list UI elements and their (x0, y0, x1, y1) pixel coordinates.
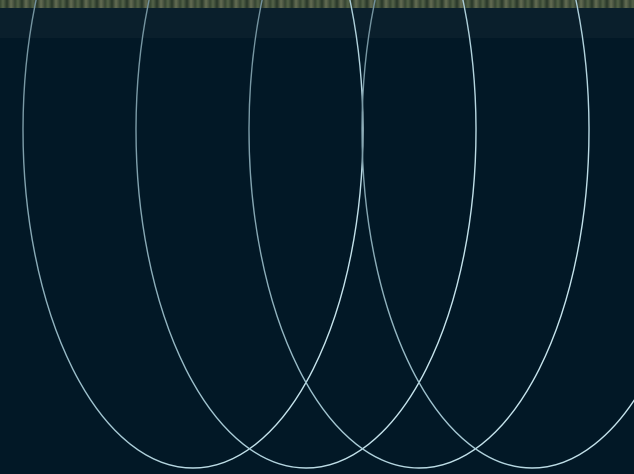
header-band (0, 8, 634, 38)
content-panel (0, 38, 634, 474)
background-photo-strip (0, 0, 634, 8)
